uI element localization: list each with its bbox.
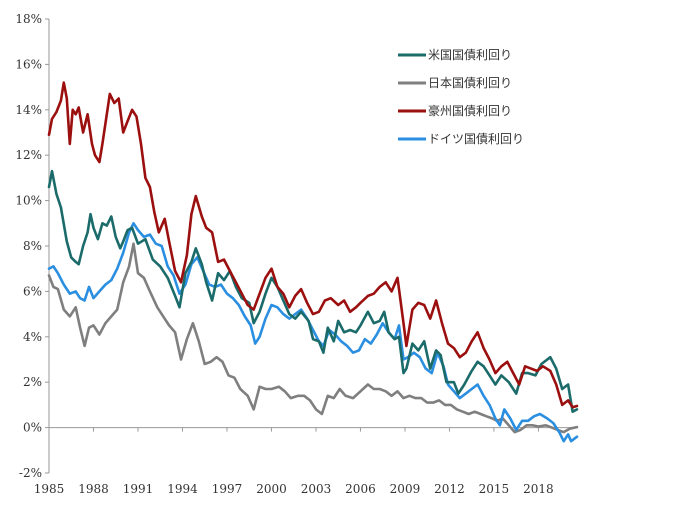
x-tick-label: 2018 — [523, 482, 554, 496]
series-line-1 — [47, 242, 579, 434]
x-tick-label: 2009 — [390, 482, 421, 496]
x-tick-label: 2006 — [345, 482, 376, 496]
y-tick-label: 2% — [23, 375, 42, 389]
y-tick-label: 10% — [15, 194, 42, 208]
y-tick-label: 0% — [23, 421, 42, 435]
y-tick-label: 4% — [23, 330, 42, 344]
y-tick-label: 16% — [15, 57, 42, 71]
y-tick-label: 14% — [15, 103, 42, 117]
x-tick-label: 2015 — [479, 482, 510, 496]
y-tick-label: 12% — [15, 148, 42, 162]
x-tick-label: 1997 — [212, 482, 243, 496]
y-axis: -2% 0% 2% 4% 6% 8% 10% 12% 14% 16% 18% — [15, 12, 50, 480]
x-tick-label: 2003 — [301, 482, 332, 496]
legend-label-0: 米国国債利回り — [428, 47, 512, 62]
legend-label-3: ドイツ国債利回り — [428, 131, 524, 146]
x-tick-label: 2012 — [434, 482, 465, 496]
series-line-2 — [47, 81, 579, 409]
series-line-3 — [47, 222, 579, 443]
x-tick-label: 1988 — [78, 482, 109, 496]
x-axis: 1985 1988 1991 1994 1997 2000 2003 2006 2009 2012… — [34, 427, 577, 496]
x-tick-label: 1985 — [34, 482, 65, 496]
y-tick-label: 8% — [23, 239, 42, 253]
x-tick-label: 2000 — [256, 482, 287, 496]
x-tick-label: 1994 — [167, 482, 198, 496]
series-line-0 — [47, 169, 579, 413]
y-tick-label: 6% — [23, 284, 42, 298]
legend-label-1: 日本国債利回り — [428, 75, 512, 90]
legend-label-2: 豪州国債利回り — [428, 103, 512, 118]
series-lines — [47, 81, 579, 443]
y-tick-label: 18% — [15, 12, 42, 26]
x-tick-label: 1991 — [123, 482, 154, 496]
y-tick-label: -2% — [19, 466, 42, 480]
